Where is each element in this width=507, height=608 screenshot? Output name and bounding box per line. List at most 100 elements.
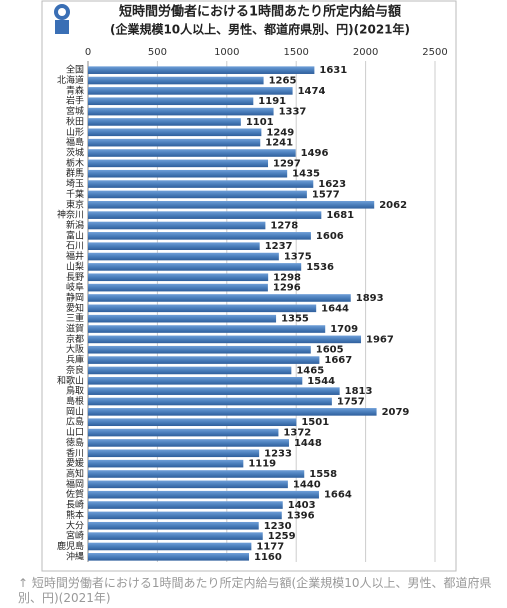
y-tick-label: 全国 [66, 64, 84, 76]
y-tick-label: 富山 [66, 229, 84, 241]
y-tick-label: 静岡 [66, 291, 84, 303]
y-tick-label: 福岡 [66, 478, 84, 490]
bar [88, 232, 311, 240]
data-label: 1296 [273, 283, 301, 294]
y-tick-label: 千葉 [66, 188, 84, 200]
bar [88, 211, 322, 219]
y-tick-label: 山形 [66, 126, 84, 138]
y-tick-label: 大阪 [66, 343, 84, 355]
data-label: 1372 [283, 428, 311, 439]
data-label: 1375 [284, 252, 312, 263]
bar [88, 532, 263, 540]
bar [88, 190, 307, 199]
bar [88, 501, 283, 509]
x-tick-label: 0 [85, 47, 91, 58]
data-label: 1230 [264, 521, 292, 532]
y-tick-label: 三重 [66, 312, 84, 324]
y-tick-label: 和歌山 [57, 374, 84, 386]
y-tick-label: 岐阜 [66, 281, 84, 293]
bar [88, 169, 288, 178]
bar [88, 470, 305, 478]
data-label: 1709 [330, 324, 358, 335]
data-label: 1403 [288, 500, 316, 511]
bar [88, 490, 319, 499]
y-tick-label: 岩手 [66, 95, 84, 107]
data-label: 1241 [265, 138, 293, 149]
bar [88, 449, 260, 458]
data-label: 1448 [294, 438, 322, 449]
y-tick-label: 茨城 [66, 147, 84, 159]
bar [88, 76, 264, 85]
y-tick-label: 鹿児島 [57, 540, 84, 552]
data-label: 1101 [246, 117, 274, 128]
bar [88, 107, 274, 116]
data-label: 1298 [273, 272, 301, 283]
y-tick-label: 京都 [66, 333, 84, 345]
bar [88, 521, 259, 530]
bar [88, 118, 241, 126]
y-tick-label: 熊本 [66, 509, 84, 521]
x-tick-label: 1000 [214, 47, 239, 58]
data-label: 1496 [301, 148, 329, 159]
data-label: 1577 [312, 189, 340, 200]
data-label: 1667 [324, 355, 352, 366]
data-label: 1536 [306, 262, 334, 273]
y-tick-label: 徳島 [66, 436, 84, 448]
bar [88, 138, 261, 147]
data-label: 1605 [316, 345, 344, 356]
bar [88, 366, 292, 375]
y-tick-label: 福井 [66, 250, 84, 262]
bar [88, 128, 262, 137]
y-tick-label: 石川 [66, 242, 84, 252]
data-label: 1435 [292, 169, 320, 180]
bar [88, 428, 279, 437]
y-tick-label: 長崎 [66, 499, 84, 511]
y-tick-label: 滋賀 [66, 323, 84, 335]
y-tick-label: 宮城 [66, 105, 84, 117]
y-tick-label: 群馬 [66, 167, 84, 179]
bar [88, 180, 314, 188]
data-label: 1606 [316, 231, 344, 242]
data-label: 2062 [379, 200, 407, 211]
y-tick-label: 長野 [66, 272, 84, 283]
y-tick-label: 沖縄 [66, 550, 84, 562]
bar [88, 335, 362, 344]
data-label: 1355 [281, 314, 309, 325]
data-label: 1813 [345, 386, 373, 397]
chart: 短時間労働者における1時間あたり所定内給与額 (企業規模10人以上、男性、都道府… [41, 0, 457, 572]
data-label: 1177 [256, 541, 284, 552]
data-label: 1237 [265, 241, 293, 252]
bar [88, 273, 269, 282]
y-tick-label: 大分 [66, 519, 84, 531]
data-label: 1558 [309, 469, 337, 480]
y-tick-label: 高知 [66, 467, 84, 479]
bar [88, 345, 311, 354]
bar [88, 418, 297, 427]
y-tick-label: 愛媛 [66, 457, 84, 469]
y-tick-label: 山梨 [66, 260, 84, 272]
data-label: 1544 [307, 376, 335, 387]
y-tick-label: 香川 [66, 448, 84, 459]
data-label: 1631 [319, 65, 347, 76]
bar [88, 408, 377, 416]
data-label: 1265 [269, 76, 297, 87]
y-tick-label: 新潟 [66, 219, 84, 231]
data-label: 1757 [337, 397, 365, 408]
bar [88, 387, 340, 395]
bar [88, 252, 279, 261]
data-label: 1623 [318, 179, 346, 190]
y-tick-label: 神奈川 [57, 209, 84, 221]
bar [88, 397, 332, 406]
y-tick-label: 奈良 [66, 364, 84, 376]
y-tick-label: 兵庫 [66, 354, 84, 366]
bar [88, 263, 302, 271]
y-tick-label: 福島 [66, 136, 84, 148]
data-label: 1191 [258, 96, 286, 107]
y-tick-label: 埼玉 [66, 178, 84, 190]
bar [88, 66, 315, 74]
y-tick-label: 愛知 [66, 302, 84, 314]
bar [88, 511, 282, 520]
y-tick-label: 佐賀 [66, 488, 84, 500]
bar [88, 439, 289, 447]
